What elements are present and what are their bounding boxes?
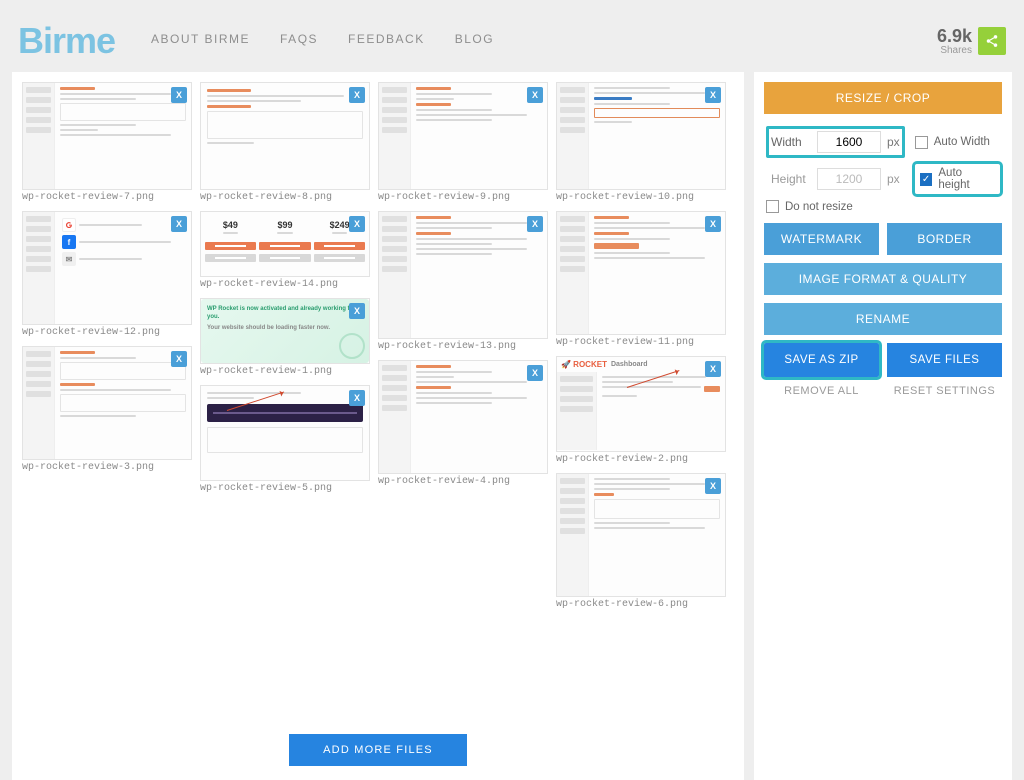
gallery: X wp-rocket-review-7.png X f — [22, 82, 734, 612]
thumb-label: wp-rocket-review-3.png — [22, 460, 192, 475]
thumb-label: wp-rocket-review-1.png — [200, 364, 370, 379]
thumb-label: wp-rocket-review-11.png — [556, 335, 726, 350]
thumb-label: wp-rocket-review-8.png — [200, 190, 370, 205]
auto-height-row[interactable]: ✓ Auto height — [915, 164, 1000, 194]
thumb-label: wp-rocket-review-6.png — [556, 597, 726, 612]
save-files-button[interactable]: SAVE FILES — [887, 343, 1002, 377]
thumb-label: wp-rocket-review-13.png — [378, 339, 548, 354]
auto-height-label: Auto height — [938, 167, 995, 191]
share-icon — [985, 34, 999, 48]
reset-settings-link[interactable]: RESET SETTINGS — [887, 385, 1002, 397]
remove-thumb-button[interactable]: X — [349, 303, 365, 319]
remove-thumb-button[interactable]: X — [705, 478, 721, 494]
gallery-col: X wp-rocket-review-10.png X wp-rocket-re… — [556, 82, 726, 612]
shares-count: 6.9k — [937, 27, 972, 45]
height-unit: px — [887, 172, 900, 186]
thumb-label: wp-rocket-review-9.png — [378, 190, 548, 205]
thumb-label: wp-rocket-review-7.png — [22, 190, 192, 205]
watermark-section-button[interactable]: WATERMARK — [764, 223, 879, 255]
thumb-item[interactable]: X wp-rocket-review-13.png — [378, 211, 548, 354]
no-resize-label: Do not resize — [785, 201, 853, 213]
resize-crop-section-button[interactable]: RESIZE / CROP — [764, 82, 1002, 114]
width-unit: px — [887, 135, 900, 149]
thumb-item[interactable]: X f ✉ wp-rocket-review-12.png — [22, 211, 192, 340]
remove-thumb-button[interactable]: X — [705, 361, 721, 377]
share-button[interactable] — [978, 27, 1006, 55]
remove-thumb-button[interactable]: X — [171, 351, 187, 367]
remove-thumb-button[interactable]: X — [349, 390, 365, 406]
remove-thumb-button[interactable]: X — [527, 87, 543, 103]
remove-thumb-button[interactable]: X — [171, 87, 187, 103]
height-input[interactable] — [817, 168, 881, 190]
thumb-label: wp-rocket-review-2.png — [556, 452, 726, 467]
no-resize-checkbox[interactable] — [766, 200, 779, 213]
thumb-item[interactable]: X wp-rocket-review-7.png — [22, 82, 192, 205]
remove-thumb-button[interactable]: X — [705, 87, 721, 103]
logo[interactable]: Birme — [18, 20, 115, 62]
width-input[interactable] — [817, 131, 881, 153]
auto-width-label: Auto Width — [934, 136, 990, 148]
gallery-col: X wp-rocket-review-8.png X $49 $99 $249 — [200, 82, 370, 496]
format-quality-section-button[interactable]: IMAGE FORMAT & QUALITY — [764, 263, 1002, 295]
thumb-item[interactable]: X 🚀 ROCKETDashboard wp-rocket-review-2.p… — [556, 356, 726, 467]
thumb-label: wp-rocket-review-12.png — [22, 325, 192, 340]
rename-section-button[interactable]: RENAME — [764, 303, 1002, 335]
thumb-item[interactable]: X wp-rocket-review-5.png — [200, 385, 370, 496]
shares-label: Shares — [937, 45, 972, 56]
thumb-item[interactable]: X wp-rocket-review-6.png — [556, 473, 726, 612]
height-label: Height — [771, 172, 811, 186]
thumb-item[interactable]: X WP Rocket is now activated and already… — [200, 298, 370, 379]
thumb-label: wp-rocket-review-14.png — [200, 277, 370, 292]
settings-sidebar: RESIZE / CROP Width px Auto Width Height… — [754, 72, 1012, 780]
thumb-item[interactable]: X wp-rocket-review-8.png — [200, 82, 370, 205]
width-group: Width px — [766, 126, 905, 158]
width-label: Width — [771, 135, 811, 149]
gallery-panel: X wp-rocket-review-7.png X f — [12, 72, 744, 780]
nav-feedback[interactable]: FEEDBACK — [348, 32, 425, 46]
thumb-item[interactable]: X wp-rocket-review-9.png — [378, 82, 548, 205]
auto-width-row[interactable]: Auto Width — [915, 136, 990, 149]
thumb-item[interactable]: X wp-rocket-review-10.png — [556, 82, 726, 205]
nav-about[interactable]: ABOUT BIRME — [151, 32, 250, 46]
remove-thumb-button[interactable]: X — [527, 365, 543, 381]
remove-thumb-button[interactable]: X — [171, 216, 187, 232]
thumb-item[interactable]: X $49 $99 $249 wp-rocket-review-14.png — [200, 211, 370, 292]
nav-faqs[interactable]: FAQS — [280, 32, 318, 46]
remove-thumb-button[interactable]: X — [527, 216, 543, 232]
no-resize-row[interactable]: Do not resize — [766, 200, 1000, 213]
remove-all-link[interactable]: REMOVE ALL — [764, 385, 879, 397]
add-more-files-button[interactable]: ADD MORE FILES — [289, 734, 467, 766]
main: X wp-rocket-review-7.png X f — [0, 64, 1024, 780]
topbar: Birme ABOUT BIRME FAQS FEEDBACK BLOG 6.9… — [0, 0, 1024, 64]
border-section-button[interactable]: BORDER — [887, 223, 1002, 255]
gallery-col: X wp-rocket-review-7.png X f — [22, 82, 192, 475]
thumb-item[interactable]: X wp-rocket-review-3.png — [22, 346, 192, 475]
save-as-zip-button[interactable]: SAVE AS ZIP — [764, 343, 879, 377]
thumb-label: wp-rocket-review-5.png — [200, 481, 370, 496]
gallery-col: X wp-rocket-review-9.png X wp-rocket-rev… — [378, 82, 548, 489]
remove-thumb-button[interactable]: X — [349, 87, 365, 103]
thumb-item[interactable]: X wp-rocket-review-4.png — [378, 360, 548, 489]
remove-thumb-button[interactable]: X — [349, 216, 365, 232]
thumb-label: wp-rocket-review-4.png — [378, 474, 548, 489]
remove-thumb-button[interactable]: X — [705, 216, 721, 232]
auto-height-checkbox[interactable]: ✓ — [920, 173, 933, 186]
shares-box: 6.9k Shares — [937, 27, 972, 56]
nav-blog[interactable]: BLOG — [455, 32, 494, 46]
auto-width-checkbox[interactable] — [915, 136, 928, 149]
dimensions: Width px Auto Width Height px ✓ Auto h — [764, 122, 1002, 215]
thumb-item[interactable]: X wp-rocket-review-11.png — [556, 211, 726, 350]
thumb-label: wp-rocket-review-10.png — [556, 190, 726, 205]
nav: ABOUT BIRME FAQS FEEDBACK BLOG — [151, 32, 937, 50]
add-more-bar: ADD MORE FILES — [12, 734, 744, 766]
